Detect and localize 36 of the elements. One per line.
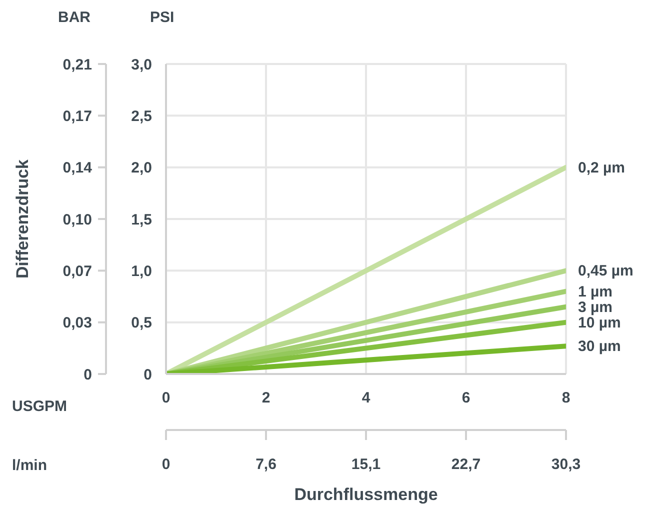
y-tick-label: 0 [144,366,152,384]
y-tick-label: 3,0 [131,56,152,74]
series-label: 1 µm [578,283,612,300]
series-label: 30 µm [578,338,621,356]
y2-tick-label: 0,17 [62,108,92,125]
y2-tick-label: 0,21 [62,56,92,74]
x2-tick-label: 15,1 [351,456,381,473]
y-tick-label: 2,0 [131,160,152,177]
y-tick-label: 1,0 [131,262,152,280]
text: USGPM [12,398,68,415]
y2-tick-label: 0,14 [62,160,93,177]
series-label: 0,45 µm [578,262,634,280]
y-tick-label: 2,5 [131,108,152,125]
series-label: 3 µm [578,298,612,316]
x2-tick-label: 0 [162,456,170,473]
x-tick-label: 2 [262,390,270,407]
y2-tick-label: 0,03 [62,314,92,332]
x2-tick-label: 7,6 [256,456,276,473]
x2-tick-label: 22,7 [451,456,481,473]
text: BAR [58,9,91,26]
y-tick-label: 0,5 [131,314,152,332]
text: l/min [12,457,48,474]
x-tick-label: 6 [462,390,470,407]
y2-axis-title: Differenzdruck [13,158,32,279]
x-axis-title: Durchflussmenge [294,485,438,504]
series-label: 0,2 µm [578,159,625,176]
y2-tick-label: 0,07 [62,262,92,280]
x2-tick-label: 30,3 [551,456,581,473]
y2-tick-label: 0 [84,366,92,384]
y2-tick-label: 0,10 [62,211,92,228]
x-tick-label: 8 [562,390,570,407]
y-tick-label: 1,5 [131,211,152,228]
x-tick-label: 4 [362,390,371,407]
x-tick-label: 0 [162,390,170,407]
series-label: 10 µm [578,314,621,332]
text: PSI [150,9,174,26]
